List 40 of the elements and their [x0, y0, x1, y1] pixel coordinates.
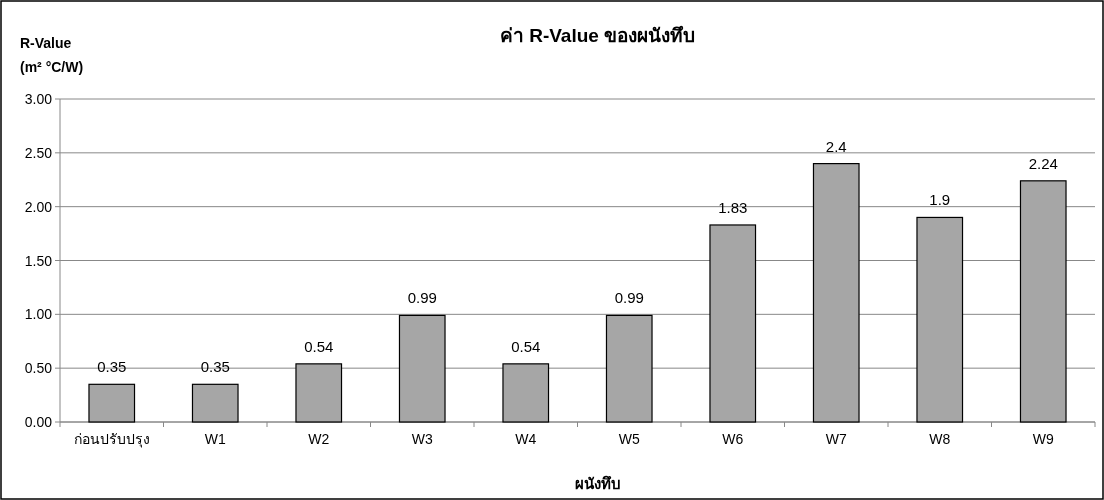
y-tick-label: 0.50 — [24, 360, 53, 377]
bar — [916, 216, 964, 423]
x-tick-label: W7 — [825, 431, 847, 447]
bar — [191, 383, 239, 423]
bar — [88, 383, 136, 423]
x-tick-label: W4 — [515, 431, 537, 447]
bar — [1019, 180, 1067, 423]
y-tick-label: 1.00 — [24, 306, 53, 323]
bar — [812, 163, 860, 423]
data-label: 2.4 — [825, 137, 847, 155]
x-tick-label: ก่อนปรับปรุง — [73, 431, 150, 448]
data-label: 2.24 — [1028, 154, 1058, 172]
x-tick-label: W9 — [1032, 431, 1054, 447]
bar — [295, 363, 343, 423]
y-tick-label: 1.50 — [24, 252, 53, 269]
bar — [502, 363, 550, 423]
y-tick-label: 3.00 — [24, 91, 53, 107]
x-tick-label: W3 — [411, 431, 433, 447]
x-tick-label: W6 — [722, 431, 744, 447]
y-axis-title: R-Value (m² °C/W) — [20, 35, 84, 75]
x-axis-title: ผนังทึบ — [574, 475, 621, 492]
x-tick-label: W8 — [929, 431, 951, 447]
data-label: 1.9 — [929, 191, 951, 209]
y-tick-label: 0.00 — [24, 414, 53, 430]
bar — [709, 224, 757, 423]
data-label: 0.54 — [304, 337, 334, 355]
bar — [398, 314, 446, 423]
data-label: 0.99 — [407, 289, 437, 307]
bar — [605, 314, 653, 423]
data-label: 0.35 — [97, 358, 127, 376]
chart-title: ค่า R-Value ของผนังทึบ — [499, 25, 696, 46]
data-label: 1.83 — [718, 198, 748, 216]
data-label: 0.99 — [614, 289, 644, 307]
data-label: 0.35 — [200, 358, 230, 376]
y-tick-label: 2.00 — [24, 198, 53, 215]
y-tick-label: 2.50 — [24, 144, 53, 161]
x-tick-label: W1 — [204, 431, 226, 447]
data-label: 0.54 — [511, 337, 541, 355]
x-tick-label: W2 — [308, 431, 330, 447]
x-tick-label: W5 — [618, 431, 640, 447]
